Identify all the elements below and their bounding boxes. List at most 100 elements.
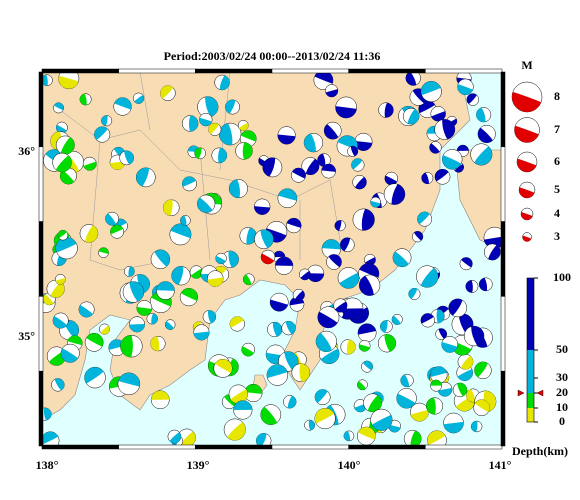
- magnitude-label: 7: [554, 122, 560, 136]
- beachball-quadrant: [262, 157, 276, 177]
- beachball-quadrant: [357, 381, 366, 390]
- beachball-quadrant: [434, 169, 449, 182]
- beachball-quadrant: [154, 249, 170, 267]
- beachball-quadrant: [346, 339, 356, 355]
- beachball-quadrant: [427, 430, 446, 445]
- beachball-quadrant: [408, 288, 418, 299]
- beachball-quadrant: [328, 254, 342, 268]
- depth-band: [527, 378, 534, 393]
- beachball-quadrant: [471, 421, 478, 432]
- magnitude-label: 6: [554, 154, 560, 168]
- beachball-quadrant: [190, 268, 203, 279]
- beachball-quadrant: [380, 320, 388, 333]
- beachball-quadrant: [320, 348, 340, 364]
- beachball-quadrant: [466, 93, 477, 105]
- beachball-quadrant: [317, 311, 338, 328]
- beachball-quadrant: [261, 253, 275, 264]
- beachball-quadrant: [219, 123, 233, 146]
- beachball-quadrant: [314, 72, 333, 84]
- beachball-quadrant: [272, 322, 283, 337]
- beachball-quadrant: [426, 397, 436, 415]
- beachball-quadrant: [114, 97, 132, 110]
- beachball-quadrant: [129, 324, 145, 333]
- beachball-quadrant: [156, 281, 175, 291]
- beachball-quadrant: [52, 316, 67, 329]
- beachball-quadrant: [43, 294, 54, 305]
- beachball-quadrant: [514, 125, 539, 143]
- frame-bar: [195, 68, 273, 74]
- depth-tick-label: 30: [556, 370, 568, 384]
- beachball-quadrant: [517, 158, 537, 172]
- beachball-quadrant: [335, 106, 357, 119]
- beachball-quadrant: [278, 188, 297, 201]
- beachball-quadrant: [474, 399, 490, 413]
- depth-band: [527, 278, 534, 350]
- beachball-quadrant: [522, 235, 532, 242]
- beachball-quadrant: [165, 321, 174, 330]
- beachball-quadrant: [431, 111, 446, 122]
- beachball-quadrant: [246, 227, 257, 245]
- beachball-quadrant: [391, 184, 405, 205]
- beachball-quadrant: [170, 223, 192, 239]
- depth-tick-label: 20: [556, 385, 568, 399]
- beachball-quadrant: [193, 331, 210, 341]
- frame-bar: [500, 221, 506, 297]
- depth-tick-label: 50: [556, 342, 568, 356]
- beachball-quadrant: [54, 378, 65, 391]
- beachball-quadrant: [454, 163, 464, 173]
- beachball-quadrant: [410, 430, 422, 446]
- beachball-quadrant: [134, 95, 144, 104]
- beachball-quadrant: [270, 299, 288, 312]
- beachball-quadrant: [284, 351, 299, 371]
- beachball-quadrant: [441, 342, 458, 353]
- frame-bar: [348, 68, 426, 74]
- beachball-quadrant: [384, 102, 394, 118]
- beachball-quadrant: [299, 363, 310, 382]
- beachball-quadrant: [238, 122, 249, 131]
- beachball-quadrant: [400, 374, 410, 387]
- beachball-quadrant: [512, 91, 542, 113]
- beachball-quadrant: [60, 137, 75, 155]
- beachball-quadrant: [317, 153, 326, 167]
- beachball-quadrant: [83, 161, 97, 171]
- beachball-quadrant: [461, 257, 473, 268]
- beachball-quadrant: [341, 308, 364, 320]
- beachball-quadrant: [405, 72, 417, 86]
- beachball-quadrant: [110, 224, 124, 235]
- beachball-quadrant: [307, 273, 324, 282]
- legend-title: M: [521, 58, 532, 72]
- beachball-quadrant: [359, 344, 371, 352]
- beachball-quadrant: [105, 213, 116, 226]
- beachball-quadrant: [361, 208, 375, 231]
- beachball-quadrant: [136, 167, 150, 187]
- magnitude-label: 3: [554, 229, 560, 243]
- beachball-quadrant: [314, 408, 335, 424]
- beachball-quadrant: [199, 117, 212, 127]
- beachball-quadrant: [371, 414, 393, 431]
- lon-label: 138°: [36, 458, 59, 472]
- beachball-quadrant: [55, 155, 72, 172]
- beachball-quadrant: [43, 407, 52, 421]
- beachball-quadrant: [322, 239, 341, 250]
- beachball-quadrant: [286, 218, 302, 228]
- frame-bar: [41, 444, 119, 450]
- beachball-quadrant: [340, 237, 351, 252]
- beachball-quadrant: [151, 313, 158, 325]
- frame-bar: [500, 370, 506, 447]
- beachball-quadrant: [294, 290, 305, 301]
- beachball-quadrant: [410, 409, 429, 422]
- beachball-quadrant: [292, 167, 306, 179]
- frame-bar: [41, 68, 119, 74]
- beachball-quadrant: [471, 326, 485, 346]
- beachball-quadrant: [136, 306, 152, 316]
- beachball-quadrant: [316, 332, 332, 352]
- beachball-quadrant: [151, 390, 170, 400]
- beachball-quadrant: [219, 75, 230, 90]
- beachball-quadrant: [230, 389, 248, 404]
- beachball-quadrant: [55, 277, 66, 285]
- depth-tick-label: 100: [553, 270, 571, 284]
- frame-bar: [118, 444, 196, 450]
- beachball-quadrant: [180, 288, 198, 301]
- beachball-quadrant: [359, 275, 374, 296]
